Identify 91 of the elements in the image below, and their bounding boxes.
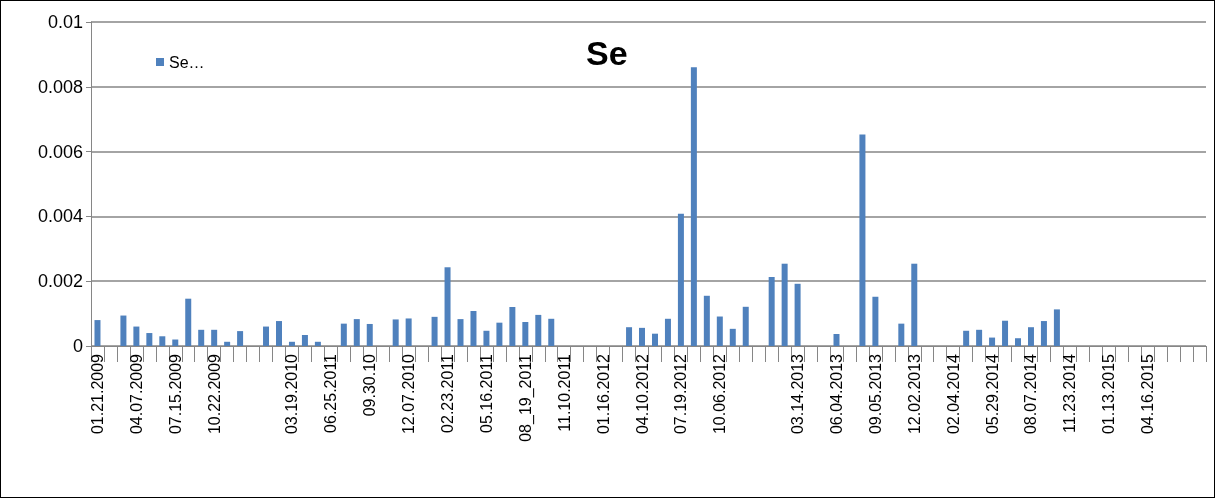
bar xyxy=(301,334,308,346)
bar xyxy=(548,318,555,346)
bar xyxy=(263,326,270,346)
bar xyxy=(353,319,360,346)
bar xyxy=(768,276,775,346)
bar xyxy=(535,314,542,346)
bar xyxy=(224,341,231,346)
bar xyxy=(872,296,879,346)
x-tick-label: 04.07.2009 xyxy=(127,353,145,435)
bar xyxy=(716,316,723,346)
y-tick-label: 0.002 xyxy=(37,271,83,292)
bar xyxy=(690,67,697,346)
bar xyxy=(976,329,983,346)
bar xyxy=(198,329,205,346)
bar xyxy=(1002,320,1009,346)
x-tick-label: 09.30.10 xyxy=(361,353,379,417)
x-tick-label: 01.16.2012 xyxy=(594,353,612,435)
bar xyxy=(275,321,282,346)
bar xyxy=(989,337,996,346)
y-tick-label: 0.008 xyxy=(37,76,83,97)
x-tick-label: 04.10.2012 xyxy=(633,353,651,435)
bar xyxy=(120,315,127,346)
x-tick-label: 01.21.2009 xyxy=(88,353,106,435)
bar xyxy=(314,341,321,346)
x-tick-label: 04.16.2015 xyxy=(1139,353,1157,435)
bar xyxy=(626,327,633,346)
bar xyxy=(703,295,710,346)
bar xyxy=(522,322,529,346)
x-tick-label: 02.04.2014 xyxy=(944,353,962,435)
x-tick-label: 11.10.2011 xyxy=(555,353,573,432)
bar xyxy=(470,311,477,346)
bar xyxy=(651,333,658,346)
bar xyxy=(1027,327,1034,346)
bar xyxy=(509,307,516,346)
legend-label: Se… xyxy=(169,53,205,71)
bar xyxy=(859,134,866,346)
bar xyxy=(664,318,671,346)
bar xyxy=(211,329,218,346)
bar xyxy=(794,283,801,346)
bar xyxy=(781,263,788,346)
x-tick-label: 07.15.2009 xyxy=(166,353,184,435)
bar xyxy=(457,319,464,346)
y-tick-label: 0 xyxy=(72,336,83,356)
x-tick-label: 05.16.2011 xyxy=(477,353,495,433)
x-tick-label: 03.19.2010 xyxy=(283,353,301,435)
bar xyxy=(1015,338,1022,346)
x-tick-label: 10.22.2009 xyxy=(205,353,223,435)
x-tick-label: 10.06.2012 xyxy=(711,353,729,435)
x-tick-label: 01.13.2015 xyxy=(1100,353,1118,435)
bar xyxy=(833,334,840,346)
bar xyxy=(963,330,970,346)
bar xyxy=(94,320,101,346)
bar xyxy=(366,323,373,346)
x-tick-label: 12.07.2010 xyxy=(400,353,418,435)
x-tick-label: 08.07.2014 xyxy=(1022,353,1040,435)
bar xyxy=(483,330,490,346)
x-tick-label: 08_19_2011 xyxy=(516,353,535,442)
x-tick-label: 06.25.2011 xyxy=(322,353,340,433)
bar xyxy=(159,336,166,346)
bar xyxy=(496,322,503,346)
x-tick-label: 05.29.2014 xyxy=(983,353,1001,435)
y-tick-label: 0.004 xyxy=(37,206,83,227)
x-tick-label: 06.04.2013 xyxy=(827,353,845,435)
y-tick-label: 0.01 xyxy=(47,12,83,32)
bar xyxy=(742,306,749,346)
bar xyxy=(1053,309,1060,346)
bar xyxy=(444,267,451,346)
x-tick-label: 09.05.2013 xyxy=(866,353,884,435)
chart-title: Se xyxy=(586,34,628,72)
bar xyxy=(392,319,399,346)
y-tick-label: 0.006 xyxy=(37,141,83,162)
x-tick-label: 02.23.2011 xyxy=(439,353,457,433)
bar xyxy=(133,326,140,346)
bar xyxy=(639,327,646,346)
bar xyxy=(1040,321,1047,346)
x-tick-label: 07.19.2012 xyxy=(672,353,690,435)
bar xyxy=(340,323,347,346)
bar xyxy=(405,318,412,346)
x-tick-label: 12.02.2013 xyxy=(905,353,923,435)
bar xyxy=(172,339,179,346)
bar xyxy=(288,341,295,346)
bar xyxy=(237,331,244,346)
bar xyxy=(431,316,438,346)
bar xyxy=(911,263,918,346)
bar xyxy=(677,213,684,346)
bar xyxy=(898,323,905,346)
bar xyxy=(185,298,192,346)
x-tick-label: 03.14.2013 xyxy=(789,353,807,435)
bar xyxy=(729,328,736,346)
bar xyxy=(146,333,153,346)
x-tick-label: 11.23.2014 xyxy=(1061,353,1079,433)
